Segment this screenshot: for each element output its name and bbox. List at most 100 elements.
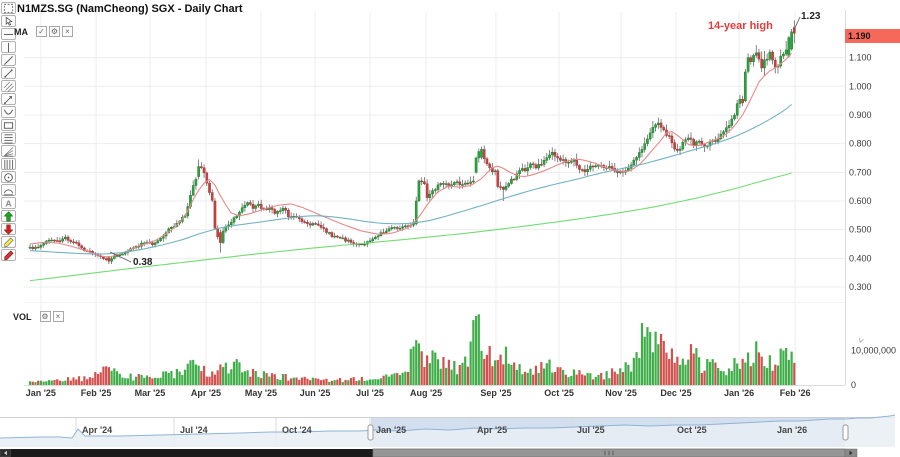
last-price-tag: 1.190 — [845, 29, 900, 43]
moving-average-lines — [29, 52, 793, 282]
scrollbar-thumb[interactable] — [372, 448, 846, 457]
arrow-line-icon — [3, 95, 13, 104]
navigator-month-label: Jul '25 — [577, 425, 605, 435]
y-axis-tick: 0.500 — [849, 225, 872, 235]
x-axis-month-label: Jan '25 — [26, 388, 56, 398]
volume-bars — [28, 314, 796, 385]
ma-long-line — [29, 172, 792, 282]
parallel-channel-tool-button[interactable] — [1, 80, 16, 92]
fib-fan-tool-button[interactable] — [1, 145, 16, 157]
ma-short-line — [29, 52, 793, 258]
y-axis-tick: 0.600 — [849, 196, 872, 206]
arc-tool-button[interactable] — [1, 106, 16, 118]
x-axis-month-label: Aug '25 — [410, 388, 442, 398]
fib-timezones-icon — [4, 159, 14, 169]
navigator-left-handle[interactable] — [367, 424, 374, 441]
scrollbar-right-arrow[interactable] — [844, 448, 858, 457]
annotation-14-year-high: 14-year high — [708, 20, 773, 32]
vertical-line-icon — [8, 42, 9, 52]
arrow-up-marker-tool-button[interactable] — [1, 210, 16, 222]
y-axis-tick: 1.100 — [849, 53, 872, 63]
navigator-month-label: Apr '24 — [82, 425, 112, 435]
ellipse-tool-button[interactable] — [1, 184, 16, 196]
x-axis-month-label: Jun '25 — [300, 388, 331, 398]
ellipse-icon — [3, 189, 14, 195]
navigator-month-label: Jul '24 — [180, 425, 208, 435]
circle-tool-button[interactable] — [1, 171, 16, 183]
arrow-down-marker-tool-button[interactable] — [1, 223, 16, 235]
vol-indicator-controls: VOL ⚙ × — [13, 311, 64, 322]
ma-close-icon[interactable]: × — [62, 26, 73, 37]
y-axis-tick: 0.400 — [849, 253, 872, 263]
x-axis-month-label: Dec '25 — [660, 388, 691, 398]
brush-tool-button[interactable] — [1, 249, 16, 261]
brush-icon — [4, 249, 14, 261]
vertical-line-tool-button[interactable] — [1, 41, 16, 53]
horizontal-line-tool-button[interactable] — [1, 28, 16, 40]
ma-visibility-checkbox[interactable]: ✓ — [36, 26, 47, 37]
grid-lines — [24, 10, 846, 386]
fib-timezones-tool-button[interactable] — [1, 158, 16, 170]
navigator-month-label: Oct '24 — [282, 425, 312, 435]
vol-label: VOL — [13, 311, 32, 322]
price-axis-labels: 1.100 1.000 0.900 0.800 0.700 0.600 0.500 0.400… — [849, 53, 872, 292]
volume-overflow-marker: < — [855, 336, 866, 344]
vol-settings-gear-icon[interactable]: ⚙ — [39, 311, 51, 322]
arrow-up-icon — [3, 210, 14, 221]
vol-close-icon[interactable]: × — [52, 311, 64, 322]
ma-indicator-controls: MA ✓ ⚙ × — [14, 26, 73, 37]
rectangle-tool-button[interactable] — [1, 119, 16, 131]
fullscreen-tool-button[interactable] — [1, 2, 16, 14]
volume-axis-labels: 10,000,000 0 < — [851, 336, 896, 390]
trend-line-icon — [4, 55, 13, 65]
x-axis-month-label: May '25 — [245, 388, 277, 398]
highlighter-icon — [4, 236, 14, 248]
trend-line-tool-button[interactable] — [1, 54, 16, 66]
text-icon: A — [5, 198, 12, 208]
annotation-high-price: 1.23 — [801, 11, 821, 22]
x-axis-month-label: Oct '25 — [544, 388, 574, 398]
scrollbar[interactable] — [0, 448, 858, 457]
fullscreen-icon — [3, 3, 14, 13]
x-axis-month-label: Mar '25 — [135, 388, 166, 398]
parallel-channel-icon — [3, 81, 14, 92]
y-axis-tick: 1.000 — [849, 81, 872, 91]
y-axis-tick: 0.800 — [849, 139, 872, 149]
x-axis-month-label: Feb '26 — [780, 388, 811, 398]
volume-axis-tick: 10,000,000 — [851, 346, 896, 356]
cursor-icon — [5, 16, 13, 26]
arrow-line-tool-button[interactable] — [1, 93, 16, 105]
x-axis-month-label: Sep '25 — [480, 388, 511, 398]
ma-label: MA — [14, 26, 28, 37]
navigator[interactable]: Apr '24 Jul '24 Oct '24 Jan '25 Apr '25 Jul '… — [0, 414, 896, 447]
rectangle-icon — [3, 121, 14, 129]
line-segment-icon — [4, 68, 13, 78]
cursor-tool-button[interactable] — [1, 15, 16, 27]
highlighter-tool-button[interactable] — [1, 236, 16, 248]
x-axis-month-label: Feb '25 — [81, 388, 112, 398]
text-tool-button[interactable]: A — [1, 197, 16, 209]
y-axis-tick: 0.700 — [849, 167, 872, 177]
horizontal-line-icon — [3, 33, 14, 35]
fib-fan-icon — [3, 146, 14, 156]
line-segment-tool-button[interactable] — [1, 67, 16, 79]
navigator-month-label: Oct '25 — [677, 425, 707, 435]
arrow-down-icon — [3, 224, 14, 235]
navigator-month-label: Jan '25 — [376, 425, 406, 435]
fib-retracement-tool-button[interactable] — [1, 132, 16, 144]
y-axis-tick: 0.900 — [849, 110, 872, 120]
x-axis-month-label: Nov '25 — [605, 388, 637, 398]
ma-settings-gear-icon[interactable]: ⚙ — [49, 26, 60, 37]
ma-mid-line — [29, 104, 792, 255]
arc-icon — [3, 109, 14, 115]
annotation-pointers — [109, 16, 801, 263]
month-axis-labels: Jan '25 Feb '25 Mar '25 Apr '25 May '25 Jun '… — [26, 388, 811, 398]
x-axis-month-label: Jul '25 — [356, 388, 384, 398]
chart-title: N1MZS.SG (NamCheong) SGX - Daily Chart — [17, 3, 243, 15]
navigator-right-handle[interactable] — [842, 424, 849, 441]
annotation-low-price: 0.38 — [133, 257, 153, 268]
navigator-month-label: Jan '26 — [777, 425, 807, 435]
scrollbar-left-arrow[interactable] — [0, 449, 11, 457]
